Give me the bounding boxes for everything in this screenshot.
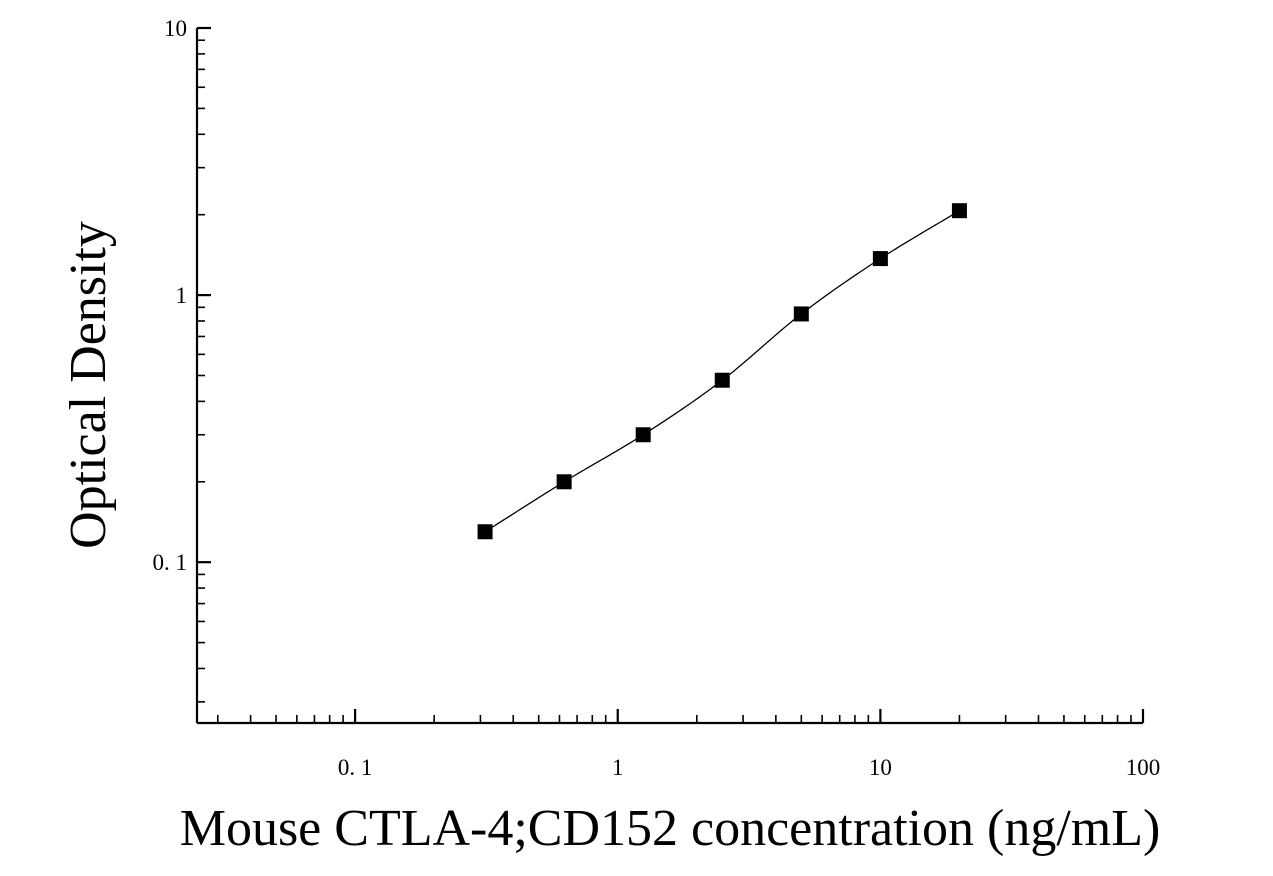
data-point bbox=[872, 251, 888, 267]
x-tick-label: 100 bbox=[1126, 755, 1161, 780]
x-tick-label: 10 bbox=[869, 755, 892, 780]
data-point bbox=[556, 474, 572, 490]
x-tick-label: 1 bbox=[612, 755, 624, 780]
axes bbox=[195, 28, 1143, 725]
data-point bbox=[635, 427, 651, 443]
y-tick-label: 1 bbox=[176, 283, 188, 308]
fit-curve-layer bbox=[484, 210, 960, 533]
y-tick-label: 10 bbox=[164, 16, 187, 41]
tick-labels: 0. 1 1 10 100 0. 1 1 10 bbox=[153, 16, 1161, 780]
data-point bbox=[714, 372, 730, 388]
axis-ticks bbox=[197, 26, 1145, 723]
y-tick-label: 0. 1 bbox=[153, 550, 188, 575]
data-points bbox=[477, 203, 967, 540]
fit-curve bbox=[484, 210, 960, 533]
data-point bbox=[477, 524, 493, 540]
x-tick-label: 0. 1 bbox=[338, 755, 373, 780]
data-point bbox=[951, 203, 967, 219]
x-axis-title: Mouse CTLA-4;CD152 concentration (ng/mL) bbox=[180, 800, 1161, 857]
y-axis-title: Optical Density bbox=[60, 221, 117, 549]
data-point bbox=[793, 306, 809, 322]
